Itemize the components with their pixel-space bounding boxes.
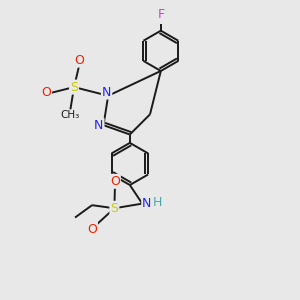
Text: N: N xyxy=(142,197,152,210)
Text: S: S xyxy=(70,81,78,94)
Text: O: O xyxy=(74,54,84,67)
Text: O: O xyxy=(87,223,97,236)
Text: S: S xyxy=(110,202,118,215)
Text: H: H xyxy=(152,196,162,209)
Text: N: N xyxy=(102,85,111,98)
Text: N: N xyxy=(94,119,104,132)
Text: O: O xyxy=(41,86,51,99)
Text: O: O xyxy=(110,175,120,188)
Text: F: F xyxy=(158,8,165,21)
Text: CH₃: CH₃ xyxy=(61,110,80,120)
